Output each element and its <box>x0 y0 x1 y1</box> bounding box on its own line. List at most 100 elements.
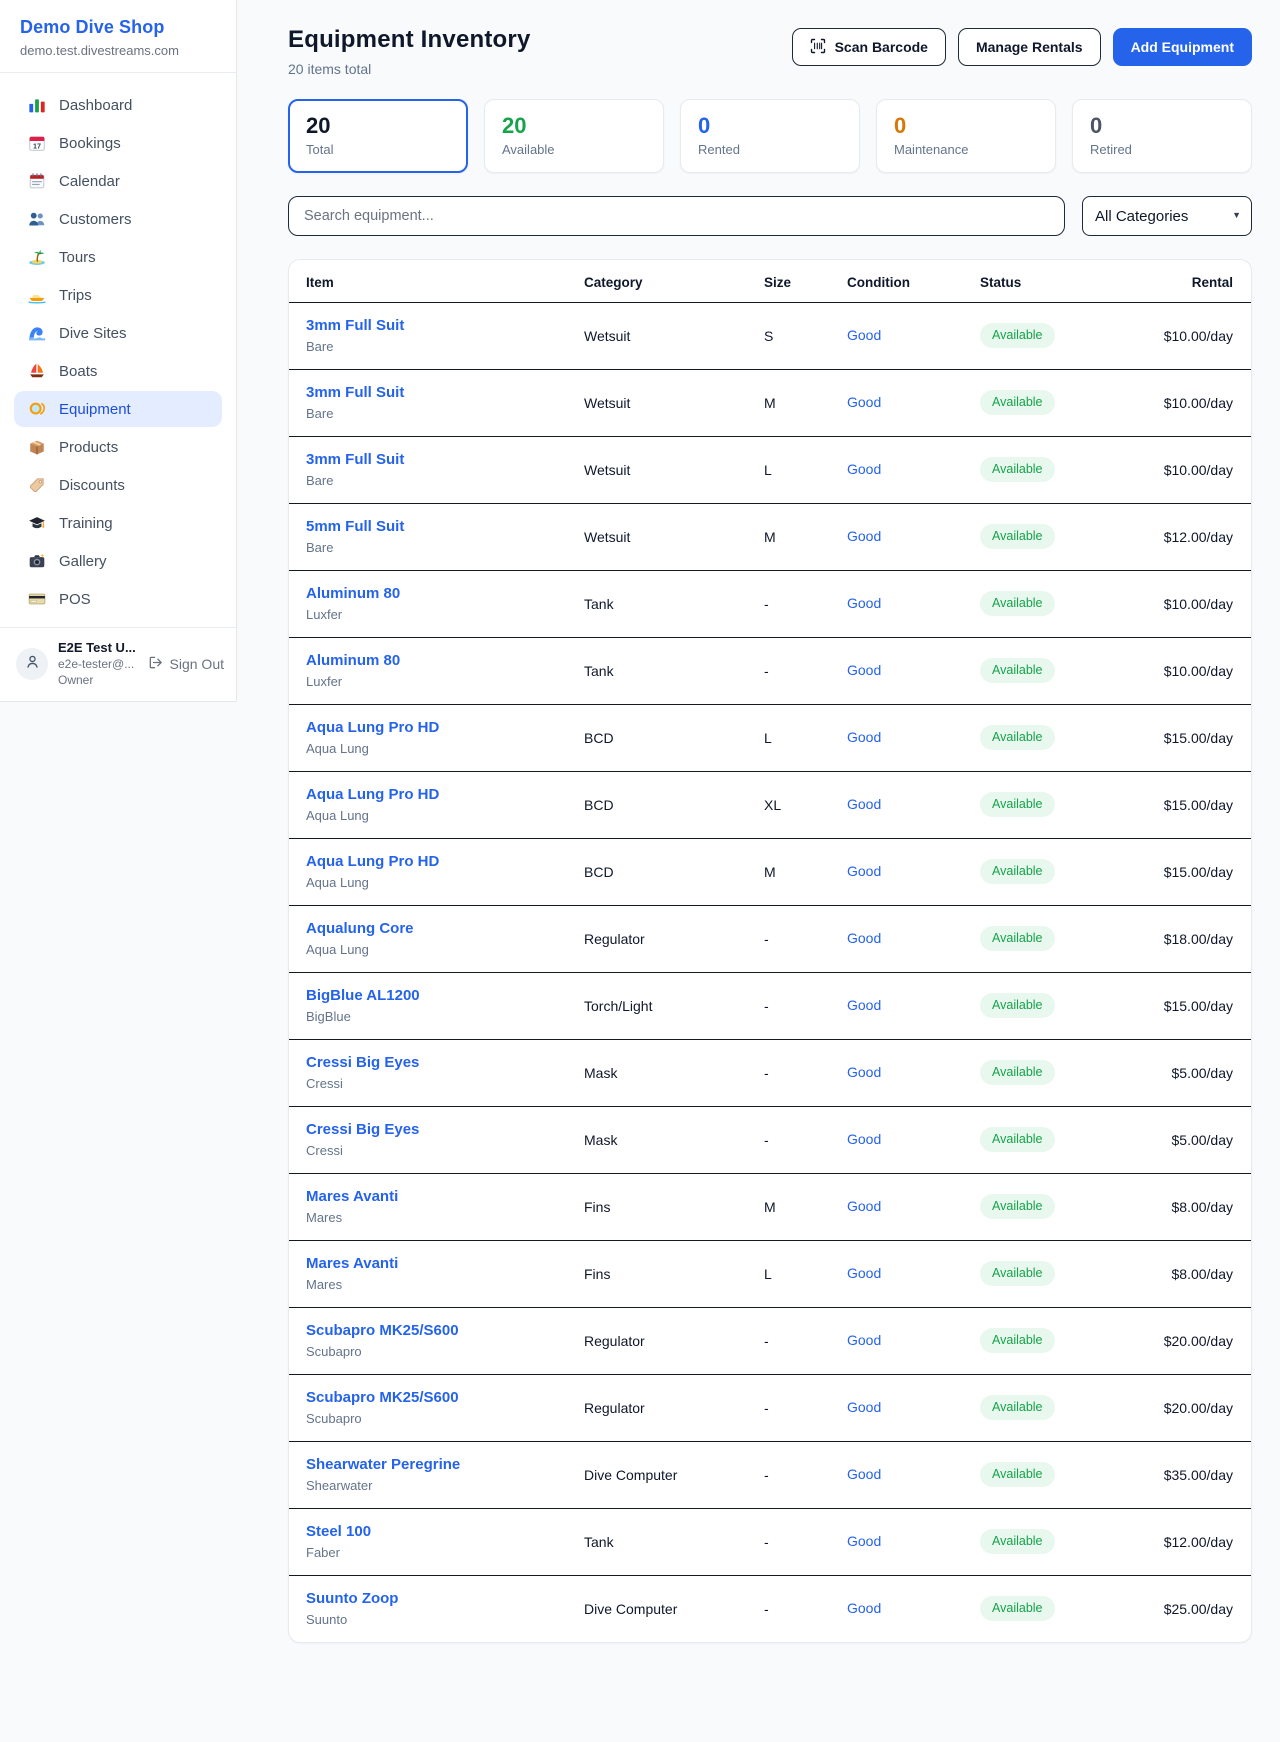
item-name-link[interactable]: Steel 100 <box>306 1523 372 1541</box>
table-row: Aqua Lung Pro HD Aqua Lung BCD L Good Availab… <box>289 704 1251 773</box>
sidebar-item-customers[interactable]: Customers <box>14 201 222 237</box>
condition-cell: Good <box>847 503 980 572</box>
condition-link[interactable]: Good <box>847 862 882 879</box>
category-cell: BCD <box>584 771 764 840</box>
sidebar-item-gallery[interactable]: Gallery <box>14 543 222 579</box>
condition-link[interactable]: Good <box>847 594 882 611</box>
condition-link[interactable]: Good <box>847 795 882 812</box>
manage-rentals-button[interactable]: Manage Rentals <box>957 28 1101 66</box>
status-badge: Available <box>980 725 1055 751</box>
item-name-link[interactable]: Scubapro MK25/S600 <box>306 1322 459 1340</box>
search-input[interactable] <box>288 196 1065 237</box>
stat-label: Available <box>502 142 555 158</box>
stat-card-available[interactable]: 20 Available <box>484 99 664 174</box>
rental-cell: $10.00/day <box>1130 302 1251 371</box>
condition-cell: Good <box>847 1508 980 1577</box>
item-name-link[interactable]: 5mm Full Suit <box>306 518 405 536</box>
sidebar-item-calendar[interactable]: Calendar <box>14 163 222 199</box>
equipment-table: Item Category Size Condition Status Rental 3m… <box>289 260 1251 1642</box>
sidebar-item-equipment[interactable]: Equipment <box>14 391 222 427</box>
table-row: Cressi Big Eyes Cressi Mask - Good Available $… <box>289 1039 1251 1108</box>
graduation-cap-icon <box>28 514 46 532</box>
condition-link[interactable]: Good <box>847 1599 882 1616</box>
sidebar-item-trips[interactable]: Trips <box>14 277 222 313</box>
condition-link[interactable]: Good <box>847 326 882 343</box>
category-cell: Mask <box>584 1039 764 1108</box>
item-name-link[interactable]: Suunto Zoop <box>306 1590 399 1608</box>
status-cell: Available <box>980 436 1130 505</box>
table-row: Aqua Lung Pro HD Aqua Lung BCD M Good Availab… <box>289 838 1251 907</box>
status-badge: Available <box>980 390 1055 416</box>
size-cell: - <box>764 570 847 639</box>
sidebar-item-pos[interactable]: POS <box>14 581 222 617</box>
sidebar-item-training[interactable]: Training <box>14 505 222 541</box>
item-name-link[interactable]: Mares Avanti <box>306 1188 399 1206</box>
sidebar-item-dashboard[interactable]: Dashboard <box>14 87 222 123</box>
status-badge: Available <box>980 1127 1055 1153</box>
sidebar-item-discounts[interactable]: Discounts <box>14 467 222 503</box>
item-name-link[interactable]: Aluminum 80 <box>306 652 401 670</box>
category-select[interactable]: All Categories <box>1082 196 1252 237</box>
item-cell: Aluminum 80 Luxfer <box>289 570 584 639</box>
rental-cell: $12.00/day <box>1130 503 1251 572</box>
item-name-link[interactable]: Scubapro MK25/S600 <box>306 1389 459 1407</box>
item-name-link[interactable]: 3mm Full Suit <box>306 451 405 469</box>
item-name-link[interactable]: BigBlue AL1200 <box>306 987 420 1005</box>
item-name-link[interactable]: Aqua Lung Pro HD <box>306 786 440 804</box>
scan-barcode-button[interactable]: Scan Barcode <box>791 28 946 66</box>
condition-cell: Good <box>847 1039 980 1108</box>
item-name-link[interactable]: Aqua Lung Pro HD <box>306 719 440 737</box>
sidebar-item-bookings[interactable]: 17 Bookings <box>14 125 222 161</box>
item-cell: Steel 100 Faber <box>289 1508 584 1577</box>
stat-card-retired[interactable]: 0 Retired <box>1072 99 1252 174</box>
item-name-link[interactable]: Aluminum 80 <box>306 585 401 603</box>
status-badge: Available <box>980 1395 1055 1421</box>
rental-cell: $5.00/day <box>1130 1106 1251 1175</box>
status-badge: Available <box>980 1194 1055 1220</box>
rental-cell: $8.00/day <box>1130 1240 1251 1309</box>
item-name-link[interactable]: Aqua Lung Pro HD <box>306 853 440 871</box>
condition-link[interactable]: Good <box>847 1465 882 1482</box>
sidebar-item-boats[interactable]: Boats <box>14 353 222 389</box>
stat-card-maintenance[interactable]: 0 Maintenance <box>876 99 1056 174</box>
condition-link[interactable]: Good <box>847 1398 882 1415</box>
item-name-link[interactable]: Cressi Big Eyes <box>306 1121 420 1139</box>
stat-value: 20 <box>306 113 331 138</box>
condition-link[interactable]: Good <box>847 996 882 1013</box>
size-cell: M <box>764 503 847 572</box>
table-row: Mares Avanti Mares Fins M Good Available $8.00… <box>289 1173 1251 1242</box>
stat-card-total[interactable]: 20 Total <box>288 99 468 174</box>
condition-link[interactable]: Good <box>847 1063 882 1080</box>
condition-link[interactable]: Good <box>847 1197 882 1214</box>
condition-link[interactable]: Good <box>847 1532 882 1549</box>
sidebar-item-tours[interactable]: Tours <box>14 239 222 275</box>
sidebar-item-products[interactable]: Products <box>14 429 222 465</box>
column-header-category: Category <box>584 260 764 304</box>
condition-link[interactable]: Good <box>847 728 882 745</box>
table-row: BigBlue AL1200 BigBlue Torch/Light - Good Ava… <box>289 972 1251 1041</box>
stat-card-rented[interactable]: 0 Rented <box>680 99 860 174</box>
condition-link[interactable]: Good <box>847 527 882 544</box>
condition-link[interactable]: Good <box>847 1130 882 1147</box>
size-cell: - <box>764 1039 847 1108</box>
item-cell: Mares Avanti Mares <box>289 1240 584 1309</box>
condition-link[interactable]: Good <box>847 1264 882 1281</box>
item-name-link[interactable]: 3mm Full Suit <box>306 384 405 402</box>
item-name-link[interactable]: 3mm Full Suit <box>306 317 405 335</box>
condition-link[interactable]: Good <box>847 460 882 477</box>
equipment-table-card: Item Category Size Condition Status Rental 3m… <box>288 259 1252 1644</box>
condition-link[interactable]: Good <box>847 393 882 410</box>
condition-link[interactable]: Good <box>847 929 882 946</box>
sidebar-item-dive-sites[interactable]: Dive Sites <box>14 315 222 351</box>
condition-link[interactable]: Good <box>847 661 882 678</box>
item-name-link[interactable]: Cressi Big Eyes <box>306 1054 420 1072</box>
item-name-link[interactable]: Mares Avanti <box>306 1255 399 1273</box>
table-row: Cressi Big Eyes Cressi Mask - Good Available $… <box>289 1106 1251 1175</box>
status-cell: Available <box>980 1441 1130 1510</box>
item-name-link[interactable]: Shearwater Peregrine <box>306 1456 461 1474</box>
condition-link[interactable]: Good <box>847 1331 882 1348</box>
sign-out-button[interactable]: Sign Out <box>148 651 224 677</box>
item-name-link[interactable]: Aqualung Core <box>306 920 414 938</box>
add-equipment-button[interactable]: Add Equipment <box>1112 28 1252 66</box>
size-cell: L <box>764 436 847 505</box>
